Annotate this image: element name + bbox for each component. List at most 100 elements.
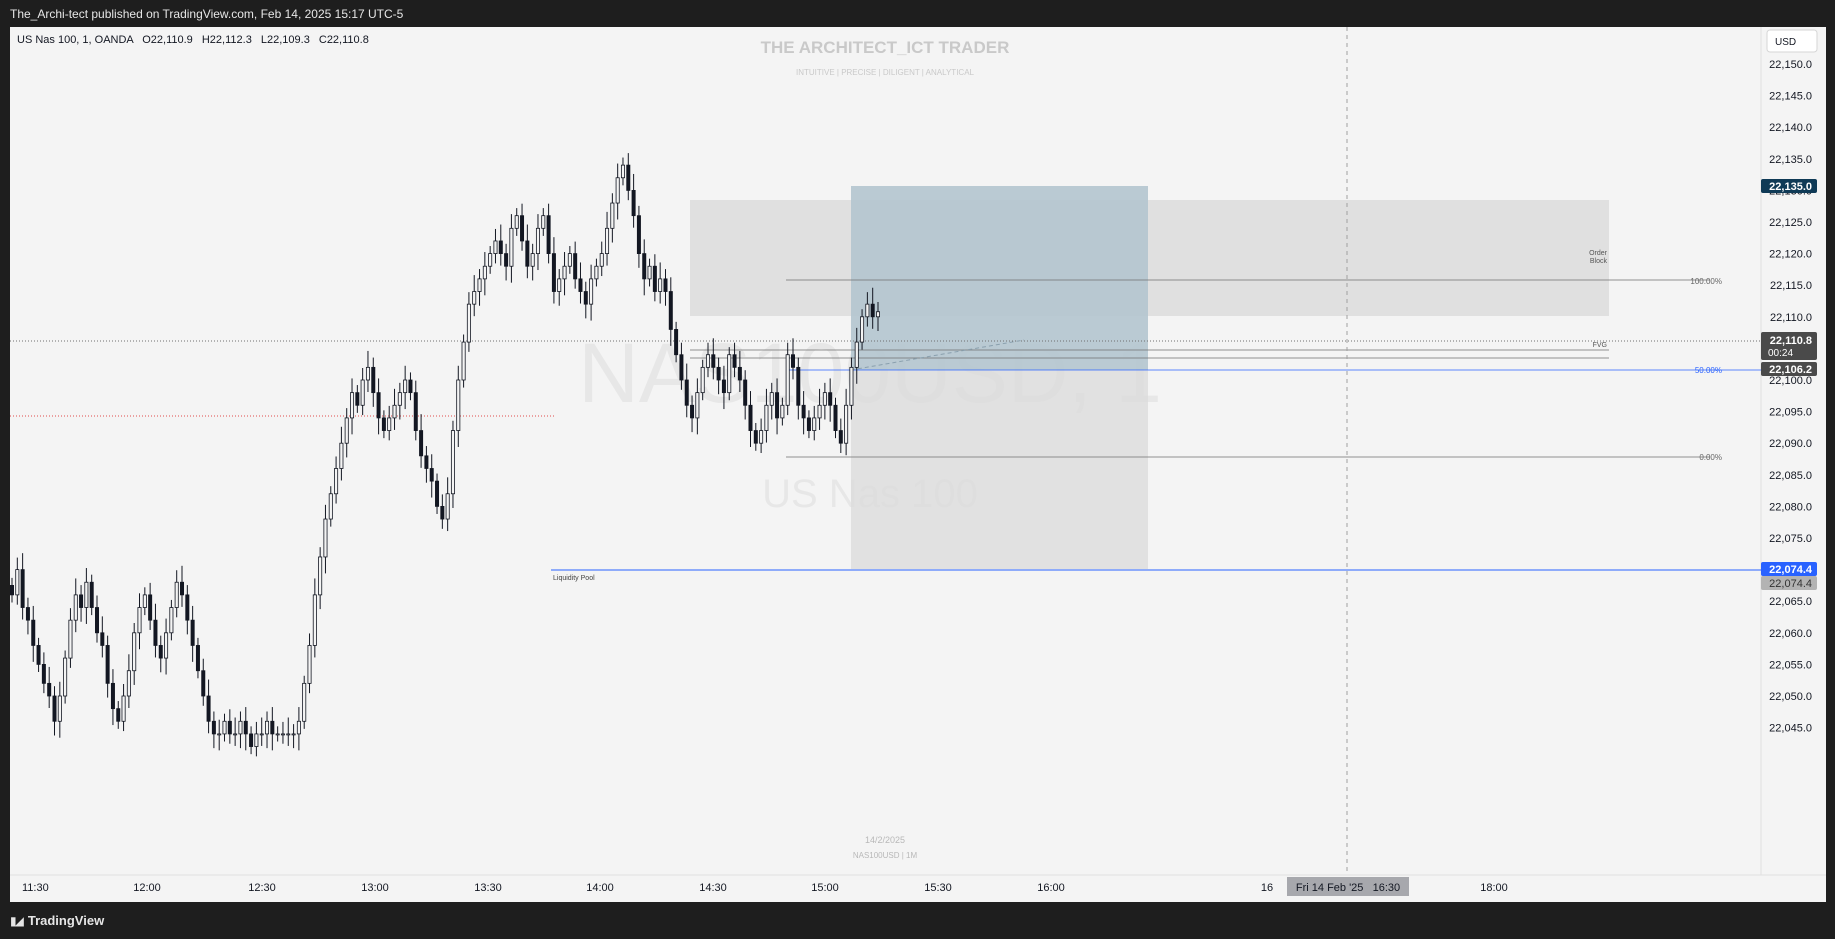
candle-body <box>849 366 854 406</box>
candle-body <box>663 278 668 292</box>
candles-series <box>9 153 881 757</box>
candle-body <box>647 265 652 280</box>
candle-body <box>493 240 498 255</box>
candle-body <box>520 215 525 242</box>
candle-body <box>504 253 509 267</box>
price-chart[interactable]: THE ARCHITECT_ICT TRADER INTUITIVE | PRE… <box>9 27 1826 902</box>
time-tick-label: 18:00 <box>1480 882 1508 894</box>
position-entry-dash <box>850 339 1025 371</box>
candle-body <box>573 253 578 280</box>
tradingview-mark-icon: ▮◢ <box>10 913 24 928</box>
candle-body <box>716 366 721 381</box>
brand-tagline: INTUITIVE | PRECISE | DILIGENT | ANALYTI… <box>796 68 975 77</box>
tradingview-logo[interactable]: ▮◢ TradingView <box>10 913 104 928</box>
price-tick-label: 22,085.0 <box>1769 470 1812 482</box>
time-tick-label: 14:00 <box>586 882 614 894</box>
candle-body <box>759 430 764 444</box>
candle-body <box>674 329 679 356</box>
price-tick-label: 22,120.0 <box>1769 249 1812 261</box>
fib-50-label: 50.00% <box>1695 366 1722 375</box>
tp-price-label: 22,135.0 <box>1769 181 1812 193</box>
position-stop-zone[interactable] <box>851 370 1148 569</box>
candle-body <box>461 341 466 381</box>
candle-body <box>121 695 126 722</box>
candle-body <box>190 619 195 646</box>
price-tick-label: 22,110.0 <box>1770 312 1812 324</box>
candle-body <box>291 733 296 736</box>
candle-body <box>562 265 567 280</box>
ohlc-close: C22,110.8 <box>319 34 369 46</box>
candle-body <box>456 379 461 431</box>
candle-body <box>95 607 100 634</box>
candle-body <box>243 720 248 735</box>
candle-body <box>530 253 535 267</box>
candle-body <box>227 720 232 735</box>
price-tick-label: 22,095.0 <box>1769 407 1812 419</box>
candle-body <box>700 366 705 394</box>
time-tick-label: 12:00 <box>133 882 161 894</box>
currency-label: USD <box>1775 37 1796 48</box>
candle-body <box>270 720 275 735</box>
candle-body <box>557 278 562 292</box>
time-ticks: 11:30 12:00 12:30 13:00 13:30 14:00 14:30 15:00… <box>22 882 1508 894</box>
candle-body <box>435 480 440 507</box>
candle-body <box>57 695 62 722</box>
candle-body <box>605 227 610 255</box>
candle-body <box>397 392 402 406</box>
last-price-badge <box>1761 332 1817 360</box>
candle-body <box>620 164 625 179</box>
position-profit-zone[interactable] <box>851 186 1148 370</box>
price-tick-label: 22,090.0 <box>1769 438 1812 450</box>
candle-body <box>658 278 663 292</box>
candle-body <box>567 253 572 267</box>
candle-body <box>419 430 424 457</box>
candle-body <box>583 291 588 305</box>
candle-body <box>355 392 360 406</box>
candle-body <box>365 366 370 381</box>
candle-body <box>63 657 68 697</box>
candle-body <box>312 594 317 646</box>
candle-body <box>110 682 115 710</box>
candle-body <box>328 493 333 520</box>
candle-body <box>727 354 732 394</box>
candle-body <box>615 177 620 204</box>
published-header: The_Archi-tect published on TradingView.… <box>0 0 1835 27</box>
mid-price-label: 22,106.2 <box>1769 364 1812 376</box>
candle-body <box>514 215 519 229</box>
candle-body <box>732 354 737 368</box>
time-tick-label: 16:00 <box>1037 882 1065 894</box>
time-tick-label: 15:30 <box>924 882 952 894</box>
candle-body <box>180 581 185 596</box>
price-tick-label: 22,060.0 <box>1769 628 1812 640</box>
candle-body <box>413 392 418 431</box>
order-block-zone[interactable] <box>690 200 1609 316</box>
candle-body <box>41 664 46 684</box>
price-tick-label: 22,055.0 <box>1769 659 1812 671</box>
candle-body <box>764 404 769 431</box>
candle-body <box>148 594 153 621</box>
candle-body <box>334 468 339 495</box>
currency-button[interactable] <box>1766 29 1818 53</box>
time-axis[interactable] <box>10 875 1826 902</box>
candle-body <box>381 417 386 431</box>
candle-body <box>705 354 710 368</box>
candle-body <box>785 354 790 406</box>
crosshair-time-box <box>1287 877 1409 896</box>
tp-price-badge <box>1761 179 1817 193</box>
candle-body <box>201 670 206 697</box>
order-block-label-line1: Order <box>1589 250 1608 257</box>
candle-body <box>195 645 200 672</box>
candle-body <box>249 733 254 747</box>
candle-body <box>844 404 849 444</box>
date-stamp: 14/2/2025 <box>865 835 905 845</box>
candle-body <box>36 645 41 665</box>
published-line: The_Archi-tect published on TradingView.… <box>10 7 404 21</box>
candle-body <box>302 682 307 722</box>
candle-body <box>870 303 875 318</box>
candle-body <box>164 632 169 659</box>
candle-body <box>265 720 270 735</box>
ohlc-high: H22,112.3 <box>202 34 252 46</box>
price-axis[interactable] <box>1761 27 1826 875</box>
candle-body <box>132 632 137 672</box>
candle-body <box>769 392 774 406</box>
